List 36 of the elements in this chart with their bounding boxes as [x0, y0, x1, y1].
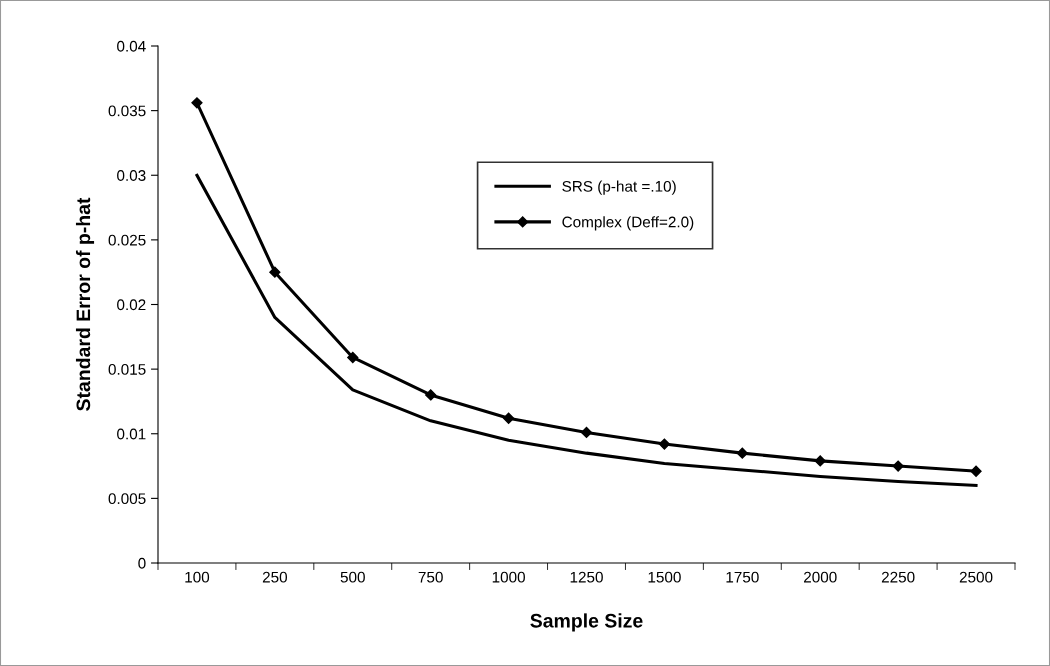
x-tick-label: 2250	[881, 571, 915, 583]
point	[191, 97, 203, 109]
x-tick-label: 750	[418, 571, 443, 583]
point	[502, 412, 515, 424]
y-tick-label: 0.03	[117, 170, 146, 181]
point	[736, 447, 748, 459]
y-axis-title: Standard Error of p-hat	[75, 197, 95, 411]
x-tick-label: 250	[262, 571, 288, 583]
point	[347, 351, 359, 364]
point	[658, 438, 671, 450]
y-tick-label: 0	[138, 557, 146, 569]
y-tick-label: 0.04	[117, 40, 146, 52]
x-tick-label: 2500	[959, 571, 993, 583]
x-axis-title: Sample Size	[530, 613, 643, 632]
y-tick-label: 0.005	[108, 493, 146, 505]
legend-label: SRS (p-hat =.10)	[562, 180, 676, 195]
x-tick-label: 2000	[804, 571, 837, 583]
y-tick-label: 0.015	[108, 363, 146, 375]
point	[814, 455, 826, 467]
y-tick-label: 0.02	[117, 299, 146, 311]
x-tick-label: 1750	[726, 571, 759, 583]
point	[269, 266, 281, 278]
point	[580, 426, 593, 439]
x-tick-label: 1000	[492, 571, 525, 583]
point	[425, 389, 437, 401]
y-tick-label: 0.025	[108, 234, 146, 246]
point	[892, 460, 904, 472]
x-tick-label: 500	[340, 571, 365, 583]
x-tick-label: 1250	[570, 571, 603, 583]
legend-label: Complex (Deff=2.0)	[562, 216, 694, 231]
point	[970, 465, 982, 477]
y-tick-label: 0.01	[117, 428, 146, 440]
y-tick-label: 0.035	[108, 105, 146, 117]
line-series	[195, 173, 978, 487]
x-tick-label: 100	[185, 571, 210, 583]
x-tick-label: 1500	[648, 571, 681, 583]
